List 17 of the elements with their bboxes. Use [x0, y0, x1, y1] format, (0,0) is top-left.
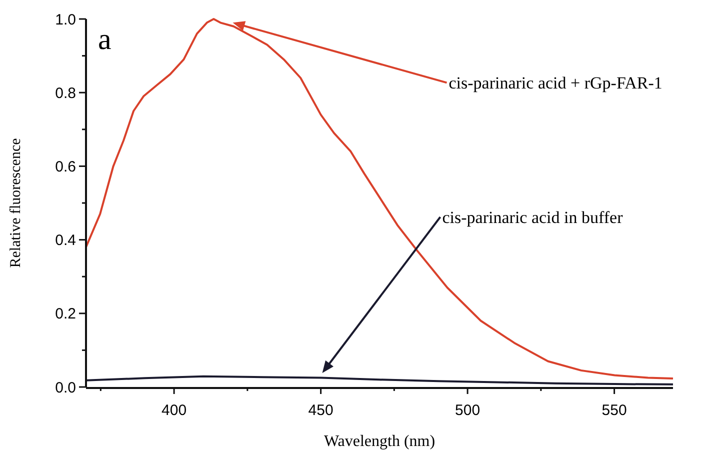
- annotation: cis-parinaric acid + rGp-FAR-1: [448, 74, 662, 93]
- line-series: [85, 18, 674, 380]
- y-axis-title: Relative fluorescence: [8, 138, 24, 268]
- x-tick-label: 400: [162, 402, 187, 419]
- y-tick-label: 0.4: [55, 232, 76, 250]
- y-tick-label: 0.6: [55, 158, 76, 176]
- y-tick-label: 0.2: [55, 306, 76, 323]
- y-tick-label: 0.8: [55, 84, 76, 102]
- annotation: a: [98, 23, 112, 56]
- x-tick-label: 450: [308, 402, 334, 419]
- x-tick-label: 500: [455, 402, 480, 419]
- annotation: cis-parinaric acid in buffer: [442, 208, 624, 227]
- text: 1.0: [55, 11, 76, 28]
- line-series: [85, 375, 674, 386]
- text: 0.0: [55, 379, 76, 396]
- x-tick-label: 550: [602, 402, 627, 419]
- x-axis-title: Wavelength (nm): [324, 433, 436, 450]
